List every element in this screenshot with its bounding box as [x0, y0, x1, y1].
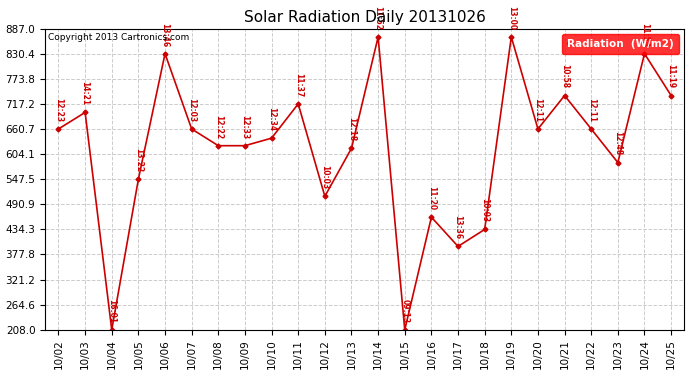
Text: 12:48: 12:48	[613, 131, 622, 156]
Text: 11:54: 11:54	[640, 23, 649, 47]
Text: 12:18: 12:18	[347, 117, 356, 141]
Text: 12:33: 12:33	[240, 115, 249, 139]
Text: 12:22: 12:22	[214, 115, 223, 139]
Text: 11:37: 11:37	[294, 73, 303, 97]
Text: 12:23: 12:23	[54, 98, 63, 122]
Title: Solar Radiation Daily 20131026: Solar Radiation Daily 20131026	[244, 10, 486, 25]
Text: 10:03: 10:03	[320, 165, 329, 189]
Text: 13:36: 13:36	[453, 215, 462, 240]
Text: 12:11: 12:11	[586, 98, 595, 122]
Text: Copyright 2013 Cartronics.com: Copyright 2013 Cartronics.com	[48, 33, 190, 42]
Text: 14:21: 14:21	[81, 81, 90, 105]
Legend: Radiation  (W/m2): Radiation (W/m2)	[562, 34, 679, 54]
Text: 12:34: 12:34	[267, 107, 276, 131]
Text: 10:03: 10:03	[480, 198, 489, 222]
Text: 12:03: 12:03	[187, 98, 196, 122]
Text: 13:22: 13:22	[134, 148, 143, 172]
Text: 11:52: 11:52	[373, 6, 383, 30]
Text: 11:20: 11:20	[427, 186, 436, 210]
Text: 11:19: 11:19	[667, 64, 676, 88]
Text: 13:46: 13:46	[161, 22, 170, 47]
Text: 10:58: 10:58	[560, 64, 569, 88]
Text: 09:13: 09:13	[400, 299, 409, 323]
Text: 16:01: 16:01	[107, 299, 116, 323]
Text: 13:00: 13:00	[506, 6, 516, 30]
Text: 12:11: 12:11	[533, 98, 542, 122]
